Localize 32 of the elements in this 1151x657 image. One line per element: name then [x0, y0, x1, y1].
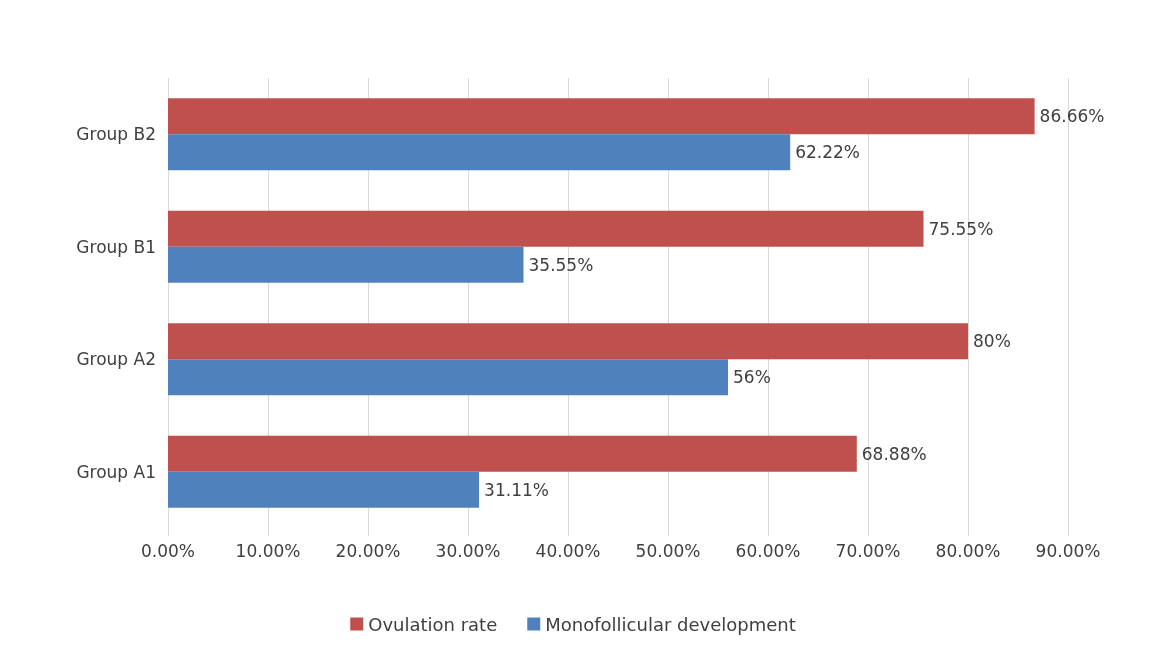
data-label: 68.88%: [861, 443, 927, 464]
data-label: 62.22%: [795, 142, 861, 163]
legend-label: Ovulation rate: [368, 613, 498, 635]
x-tick-label: 70.00%: [835, 540, 901, 561]
data-label: 35.55%: [528, 254, 594, 275]
y-tick-label: Group A1: [76, 461, 156, 482]
y-tick-label: Group A2: [76, 349, 156, 370]
bar: [168, 323, 968, 360]
x-tick-label: 80.00%: [935, 540, 1001, 561]
x-tick-label: 0.00%: [140, 540, 196, 561]
bar: [168, 134, 791, 171]
x-tick-label: 60.00%: [735, 540, 801, 561]
data-label: 75.55%: [928, 218, 994, 239]
bar: [168, 98, 1035, 135]
data-label: 80%: [973, 331, 1011, 352]
x-tick-label: 50.00%: [635, 540, 701, 561]
x-tick-label: 10.00%: [235, 540, 301, 561]
data-label: 56%: [733, 367, 771, 388]
bar: [168, 246, 524, 283]
y-tick-label: Group B2: [76, 124, 156, 145]
data-label: 86.66%: [1039, 106, 1105, 127]
x-tick-label: 90.00%: [1035, 540, 1101, 561]
data-label: 31.11%: [484, 479, 549, 500]
bar: [168, 359, 728, 396]
bar: [168, 471, 480, 508]
y-tick-label: Group B1: [76, 236, 156, 257]
x-tick-label: 40.00%: [535, 540, 601, 561]
x-tick-label: 30.00%: [435, 540, 501, 561]
bar: [168, 210, 924, 247]
legend-label: Monofollicular development: [545, 613, 796, 635]
x-tick-label: 20.00%: [335, 540, 401, 561]
bar: [168, 435, 857, 472]
